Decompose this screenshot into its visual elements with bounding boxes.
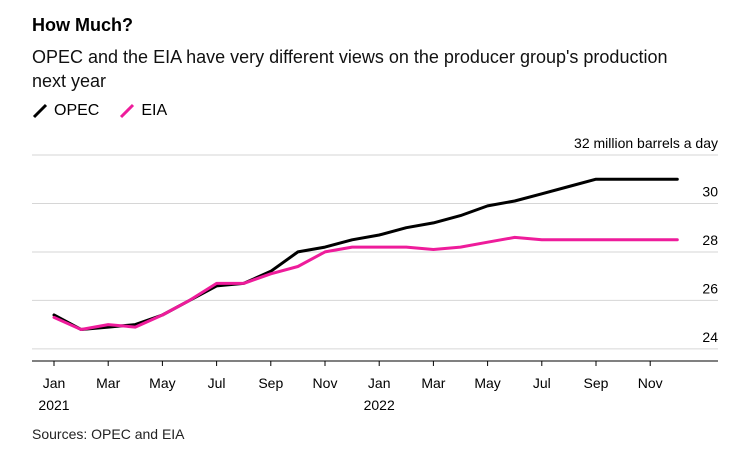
x-tick-label: Jul: [208, 375, 226, 391]
legend: OPEC EIA: [32, 102, 187, 120]
legend-swatch-opec: [32, 103, 48, 119]
x-tick-label: Jan: [43, 375, 66, 391]
x-tick-label: May: [149, 375, 175, 391]
legend-label-opec: OPEC: [54, 102, 100, 119]
legend-item-opec: OPEC: [32, 102, 99, 120]
x-tick-label: Nov: [638, 375, 663, 391]
series-line-opec: [52, 177, 679, 331]
x-tick-label: Mar: [421, 375, 445, 391]
y-tick-label: 28: [702, 232, 718, 248]
x-tick-label: Jan: [368, 375, 391, 391]
y-tick-label: 26: [702, 280, 718, 296]
y-tick-label: 30: [702, 183, 718, 199]
x-tick-label: May: [474, 375, 500, 391]
chart-subtitle: OPEC and the EIA have very different vie…: [32, 47, 668, 91]
units-label: 32 million barrels a day: [574, 135, 718, 151]
x-tick-year-label: 2021: [38, 397, 69, 413]
legend-swatch-eia: [120, 103, 135, 119]
y-tick-label: 24: [702, 329, 718, 345]
series-line-eia: [52, 235, 679, 331]
x-tick-label: Sep: [584, 375, 609, 391]
legend-item-eia: EIA: [119, 102, 167, 120]
chart-title: How Much?: [32, 15, 133, 35]
x-tick-label: Nov: [313, 375, 338, 391]
source-note: Sources: OPEC and EIA: [32, 426, 185, 442]
x-tick-label: Jul: [533, 375, 551, 391]
x-tick-year-label: 2022: [364, 397, 395, 413]
x-tick-label: Mar: [96, 375, 120, 391]
x-tick-label: Sep: [258, 375, 283, 391]
legend-label-eia: EIA: [141, 102, 168, 119]
